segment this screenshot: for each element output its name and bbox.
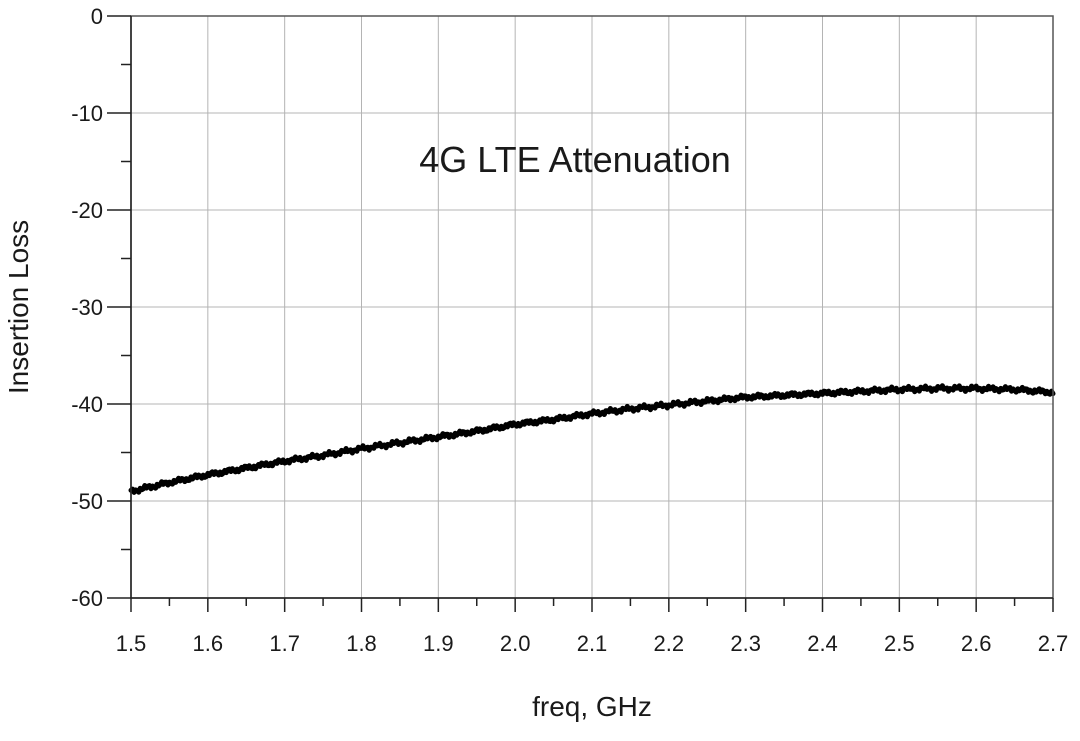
x-tick-label: 1.7 <box>269 631 300 656</box>
x-tick-label: 2.6 <box>961 631 992 656</box>
y-tick-label: -50 <box>71 489 103 514</box>
x-tick-labels: 1.5 1.6 1.7 1.8 1.9 2.0 2.1 2.2 2.3 2.4 2.5 2.6 2.7 <box>116 631 1069 656</box>
y-tick-label: -40 <box>71 392 103 417</box>
x-tick-label: 2.2 <box>654 631 685 656</box>
x-tick-label: 1.8 <box>346 631 377 656</box>
x-tick-label: 2.1 <box>577 631 608 656</box>
y-tick-label: -20 <box>71 198 103 223</box>
series-line <box>128 383 1056 495</box>
y-tick-label: 0 <box>91 4 103 29</box>
x-tick-label: 2.5 <box>884 631 915 656</box>
x-tick-label: 1.5 <box>116 631 147 656</box>
x-tick-label: 2.3 <box>730 631 761 656</box>
x-tick-label: 2.7 <box>1038 631 1069 656</box>
x-tick-label: 2.0 <box>500 631 531 656</box>
series-layer <box>128 383 1056 495</box>
y-tick-labels: 0 -10 -20 -30 -40 -50 -60 <box>71 4 103 611</box>
chart-title: 4G LTE Attenuation <box>419 139 731 180</box>
y-tick-label: -10 <box>71 101 103 126</box>
grid <box>131 16 1053 598</box>
x-axis-title: freq, GHz <box>532 691 652 722</box>
y-tick-label: -30 <box>71 295 103 320</box>
x-tick-label: 1.6 <box>193 631 224 656</box>
axes <box>107 15 1054 612</box>
y-tick-label: -60 <box>71 586 103 611</box>
x-tick-label: 2.4 <box>807 631 838 656</box>
x-tick-label: 1.9 <box>423 631 454 656</box>
y-axis-title: Insertion Loss <box>3 220 34 394</box>
